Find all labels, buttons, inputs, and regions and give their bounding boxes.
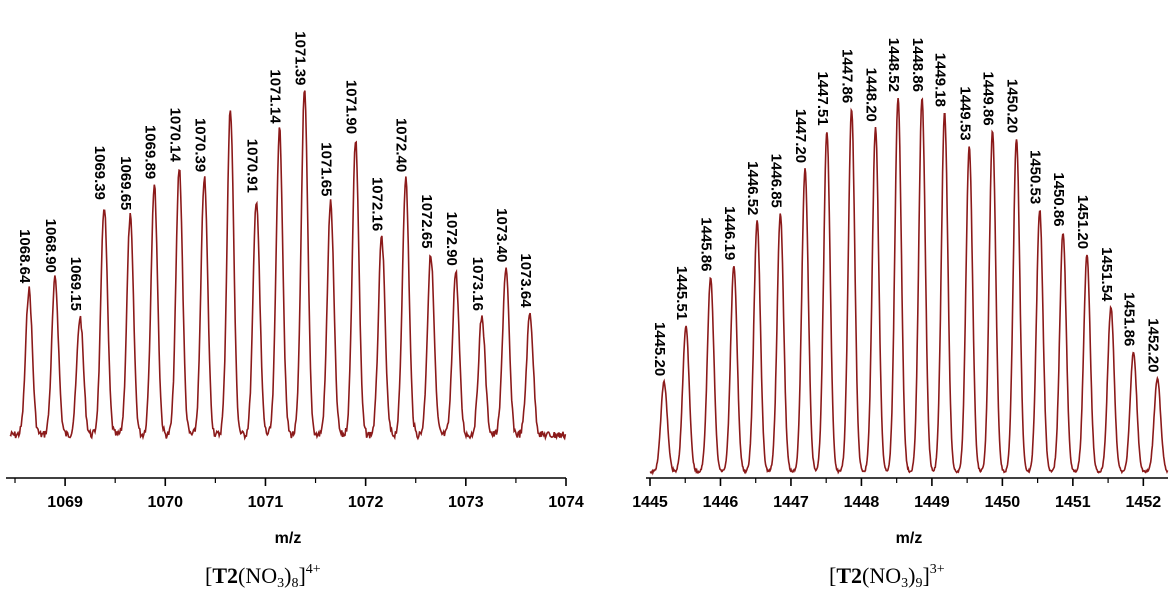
x-tick-label: 1445	[632, 494, 668, 511]
peak-label: 1071.39	[292, 31, 309, 85]
peak-label: 1073.40	[493, 208, 510, 262]
peak-label: 1070.39	[191, 118, 208, 172]
x-tick-label: 1448	[844, 494, 880, 511]
peak-label: 1071.14	[267, 69, 284, 124]
peak-label: 1072.90	[443, 212, 460, 266]
peak-label: 1068.90	[42, 219, 59, 273]
peak-label: 1449.86	[980, 71, 997, 125]
peak-label: 1072.40	[393, 118, 410, 172]
peak-label: 1451.54	[1098, 247, 1115, 302]
peak-label: 1448.52	[885, 38, 902, 92]
peak-label: 1070.91	[243, 139, 260, 193]
x-tick-label: 1074	[548, 494, 584, 511]
peak-label: 1450.86	[1050, 172, 1067, 226]
peak-label: 1446.52	[744, 161, 761, 215]
x-axis-label: m/z	[275, 530, 302, 547]
peak-label: 1449.18	[932, 53, 949, 107]
peak-label: 1070.14	[166, 108, 183, 163]
peak-label: 1448.20	[863, 68, 880, 122]
peak-label: 1451.20	[1074, 195, 1091, 249]
x-tick-label: 1071	[248, 494, 284, 511]
peak-label: 1447.20	[792, 109, 809, 163]
peak-label: 1068.64	[16, 229, 33, 284]
x-tick-label: 1450	[985, 494, 1021, 511]
peak-label: 1452.20	[1144, 318, 1161, 372]
x-tick-label: 1451	[1055, 494, 1091, 511]
peak-label: 1071.65	[318, 142, 335, 196]
caption-right: [T2(NO3)9]3+	[829, 562, 945, 591]
peak-label: 1069.65	[117, 156, 134, 210]
spectrum-trace-1	[9, 90, 567, 441]
x-tick-label: 1447	[773, 494, 809, 511]
x-tick-label: 1069	[47, 494, 83, 511]
peak-label: 1073.16	[469, 257, 486, 311]
x-tick-label: 1449	[914, 494, 950, 511]
peak-label: 1072.65	[418, 194, 435, 248]
x-tick-label: 1446	[703, 494, 739, 511]
x-axis-label: m/z	[896, 530, 923, 547]
peak-label: 1448.86	[909, 38, 926, 92]
x-tick-label: 1073	[448, 494, 484, 511]
spectrum-trace-2	[649, 97, 1169, 476]
peak-label: 1450.20	[1004, 79, 1021, 133]
peak-label: 1451.86	[1121, 292, 1138, 346]
x-tick-label: 1452	[1126, 494, 1162, 511]
peak-label: 1073.64	[517, 253, 534, 308]
peak-label: 1449.53	[956, 86, 973, 140]
x-tick-label: 1072	[348, 494, 384, 511]
peak-label: 1072.16	[369, 177, 386, 231]
peak-label: 1446.85	[767, 154, 784, 208]
peak-label: 1445.20	[651, 322, 668, 376]
peak-label: 1450.53	[1027, 150, 1044, 204]
peak-label: 1447.86	[839, 49, 856, 103]
peak-label: 1447.51	[814, 71, 831, 125]
peak-label: 1069.15	[67, 257, 84, 311]
caption-left: [T2(NO3)8]4+	[205, 562, 321, 591]
peak-label: 1071.90	[343, 80, 360, 134]
peak-label: 1445.51	[673, 266, 690, 320]
peak-label: 1445.86	[698, 217, 715, 271]
peak-label: 1446.19	[721, 206, 738, 260]
peak-label: 1069.39	[91, 146, 108, 200]
x-tick-label: 1070	[147, 494, 183, 511]
peak-label: 1069.89	[141, 125, 158, 179]
